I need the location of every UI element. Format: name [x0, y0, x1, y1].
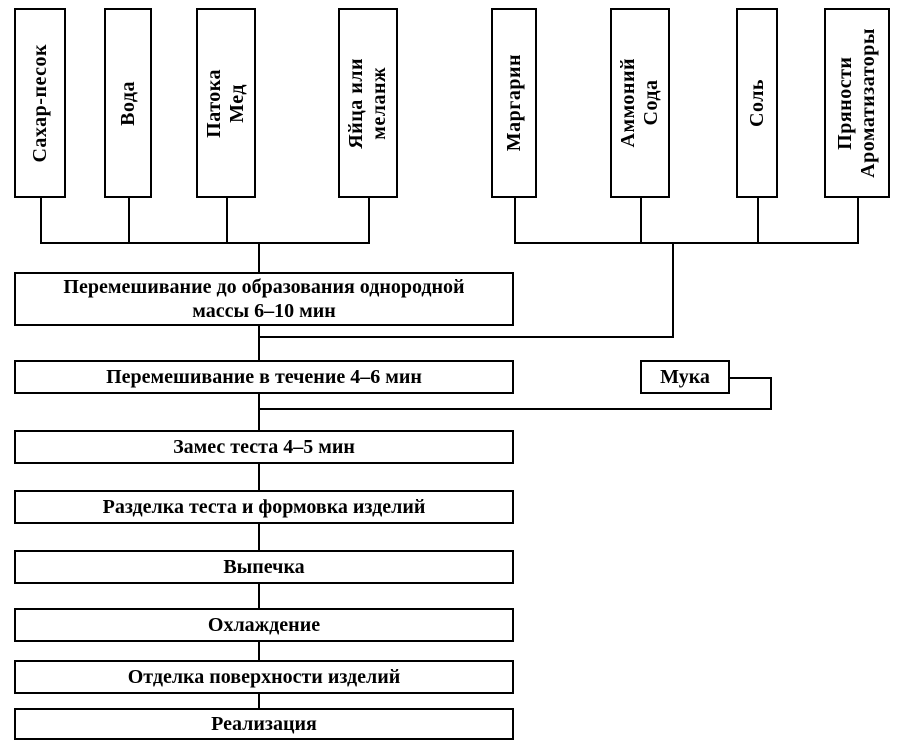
process-cool: Охлаждение [14, 608, 514, 642]
process-finish: Отделка поверхности изделий [14, 660, 514, 694]
process-mix2: Перемешивание в течение 4–6 мин [14, 360, 514, 394]
conn-line [770, 394, 772, 408]
conn-line [757, 198, 759, 242]
ingredient-salt: Соль [736, 8, 778, 198]
conn-line [640, 198, 642, 242]
conn-line [672, 242, 674, 336]
ingredient-margarine: Маргарин [491, 8, 537, 198]
ingredient-spices-label: Пряности Ароматизаторы [834, 28, 880, 178]
process-shape: Разделка теста и формовка изделий [14, 490, 514, 524]
ingredient-ammonium-label: Аммоний Сода [617, 58, 663, 148]
conn-line [258, 524, 260, 550]
process-cool-label: Охлаждение [208, 613, 320, 637]
conn-line [258, 408, 772, 410]
ingredient-spices: Пряности Ароматизаторы [824, 8, 890, 198]
process-bake: Выпечка [14, 550, 514, 584]
conn-line [258, 394, 260, 430]
conn-line [258, 694, 260, 708]
conn-line [128, 198, 130, 242]
conn-line [730, 377, 772, 379]
process-realize: Реализация [14, 708, 514, 740]
process-mix2-label: Перемешивание в течение 4–6 мин [106, 365, 422, 389]
process-mix1-label: Перемешивание до образования однородной … [63, 275, 464, 323]
conn-line [40, 242, 370, 244]
ingredient-syrup: Патока Мед [196, 8, 256, 198]
conn-line [258, 336, 674, 338]
ingredient-margarine-label: Маргарин [503, 54, 526, 151]
conn-line [857, 198, 859, 242]
ingredient-ammonium: Аммоний Сода [610, 8, 670, 198]
conn-line [258, 584, 260, 608]
conn-line [258, 464, 260, 490]
process-finish-label: Отделка поверхности изделий [128, 665, 401, 689]
conn-line [258, 642, 260, 660]
ingredient-sugar-label: Сахар-песок [29, 44, 52, 163]
process-shape-label: Разделка теста и формовка изделий [103, 495, 426, 519]
process-mix1: Перемешивание до образования однородной … [14, 272, 514, 326]
flour-label: Мука [660, 366, 710, 389]
ingredient-eggs-label: Яйца или меланж [345, 58, 391, 149]
process-flowchart: { "colors": { "stroke": "#000000", "bg":… [0, 0, 911, 744]
conn-line [258, 326, 260, 360]
conn-line [514, 198, 516, 242]
ingredient-water-label: Вода [117, 81, 140, 126]
process-bake-label: Выпечка [223, 555, 304, 579]
ingredient-eggs: Яйца или меланж [338, 8, 398, 198]
ingredient-salt-label: Соль [746, 79, 769, 127]
conn-line [514, 242, 859, 244]
flour-box: Мука [640, 360, 730, 394]
process-knead-label: Замес теста 4–5 мин [173, 435, 355, 459]
ingredient-water: Вода [104, 8, 152, 198]
ingredient-sugar: Сахар-песок [14, 8, 66, 198]
ingredient-syrup-label: Патока Мед [203, 69, 249, 138]
process-knead: Замес теста 4–5 мин [14, 430, 514, 464]
process-realize-label: Реализация [211, 712, 317, 736]
conn-line [226, 198, 228, 242]
conn-line [40, 198, 42, 242]
conn-line [770, 377, 772, 394]
conn-line [258, 242, 260, 272]
conn-line [368, 198, 370, 242]
